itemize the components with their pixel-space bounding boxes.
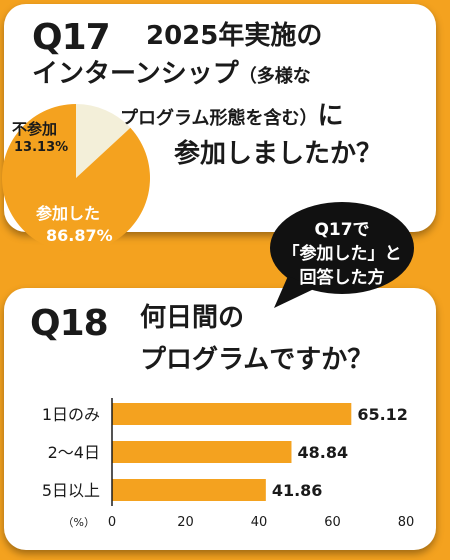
bar-category-label: 2〜4日 <box>48 443 100 462</box>
pie-slice-0 <box>76 104 131 178</box>
q17-title-line1: 2025年実施の <box>146 21 323 51</box>
pie-value-no: 13.13% <box>14 140 69 155</box>
bar-value-label: 48.84 <box>297 443 348 462</box>
bar-2 <box>112 479 266 501</box>
q17-title-line3: プログラム形態を含む）に <box>120 101 344 132</box>
x-tick-label: 0 <box>108 515 116 530</box>
pie-value-yes: 86.87% <box>46 226 113 245</box>
x-tick-label: 80 <box>398 515 415 530</box>
x-tick-label: 60 <box>324 515 341 530</box>
x-tick-label: 40 <box>251 515 268 530</box>
pie-slice-1 <box>1 104 150 253</box>
q18-title-line1: 何日間の <box>140 303 245 333</box>
bar-category-label: 5日以上 <box>42 481 100 500</box>
bubble-line1: Q17で <box>314 220 370 240</box>
q17-title-line2-paren: （多様な <box>238 66 311 87</box>
pie-label-no: 不参加 <box>12 120 58 138</box>
bubble-text: Q17で 「参加した」と 回答した方 <box>268 218 416 290</box>
bar-value-label: 41.86 <box>272 481 323 500</box>
x-tick-label: 20 <box>177 515 194 530</box>
bar-0 <box>112 403 352 425</box>
speech-bubble <box>270 202 414 308</box>
bar-1 <box>112 441 292 463</box>
bar-value-label: 65.12 <box>357 405 408 424</box>
bubble-line2: 「参加した」と <box>282 244 402 264</box>
q17-number: Q17 <box>32 17 111 58</box>
q17-title-line2-main: インターンシップ <box>32 59 239 89</box>
q17-title-line4: 参加しましたか？ <box>174 139 383 169</box>
q17-title-line3-tail: に <box>317 101 344 131</box>
q17-title-line3-paren: プログラム形態を含む） <box>120 108 318 129</box>
q18-number: Q18 <box>30 303 109 344</box>
unit-label: （%） <box>63 516 95 529</box>
pie-label-yes: 参加した <box>36 204 101 223</box>
q17-title-line2: インターンシップ（多様な <box>32 59 311 90</box>
bar-category-label: 1日のみ <box>42 405 100 424</box>
bubble-line3: 回答した方 <box>299 268 385 288</box>
q18-title-line2: プログラムですか？ <box>140 345 374 375</box>
